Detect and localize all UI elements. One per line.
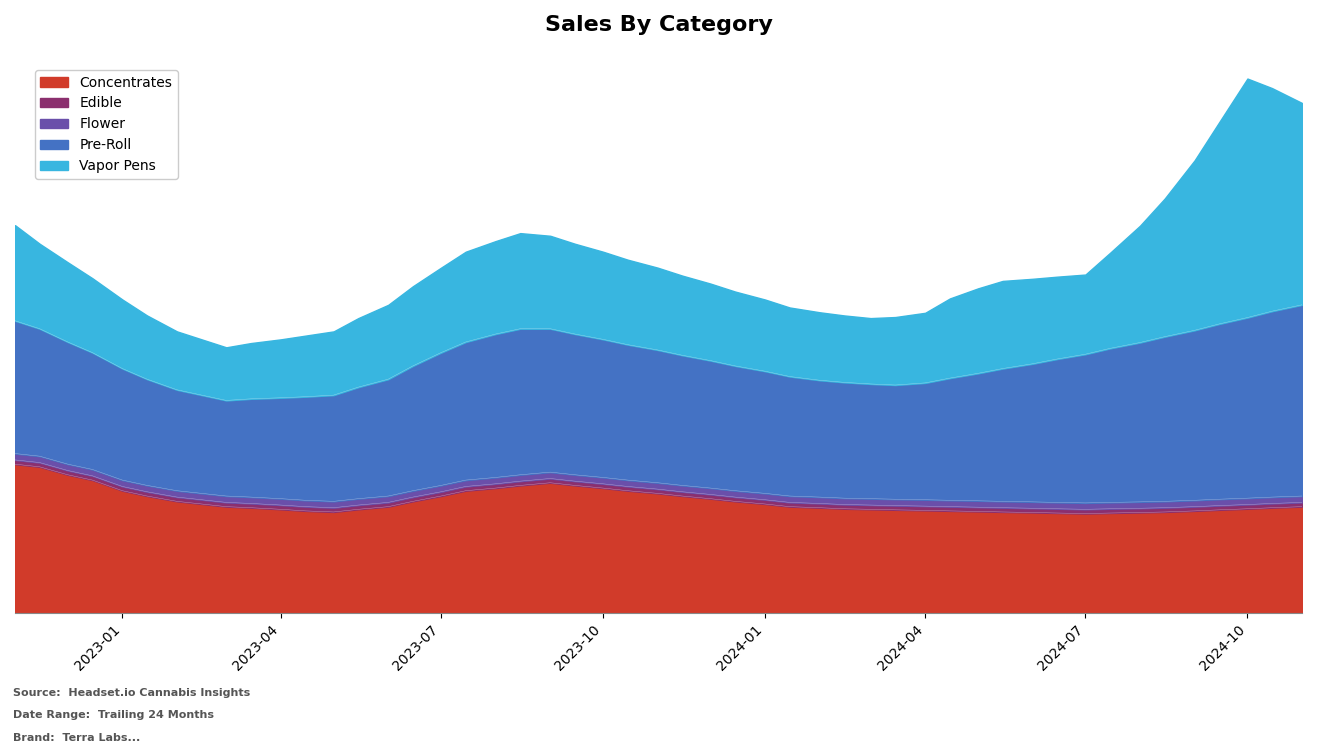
Text: Brand:  Terra Labs...: Brand: Terra Labs... bbox=[13, 732, 141, 743]
Legend: Concentrates, Edible, Flower, Pre-Roll, Vapor Pens: Concentrates, Edible, Flower, Pre-Roll, … bbox=[34, 70, 178, 179]
Text: Source:  Headset.io Cannabis Insights: Source: Headset.io Cannabis Insights bbox=[13, 687, 250, 698]
Title: Sales By Category: Sales By Category bbox=[544, 15, 773, 35]
Text: Date Range:  Trailing 24 Months: Date Range: Trailing 24 Months bbox=[13, 710, 215, 720]
